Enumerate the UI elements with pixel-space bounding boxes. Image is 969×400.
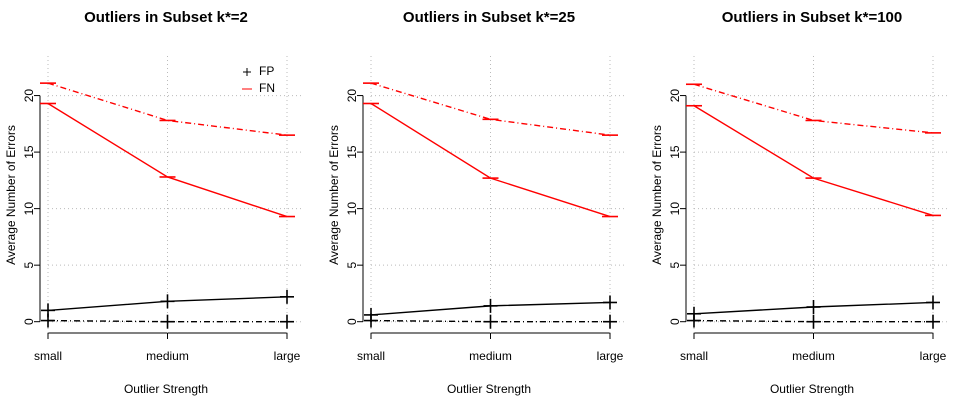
chart-title: Outliers in Subset k*=100	[722, 9, 903, 26]
point-marker	[483, 314, 498, 329]
point-marker	[41, 313, 55, 328]
x-tick-label: medium	[469, 349, 512, 363]
x-tick-label: medium	[792, 349, 835, 363]
y-tick-label: 15	[22, 145, 36, 159]
y-axis-title: Average Number of Errors	[327, 125, 341, 265]
y-tick-label: 10	[668, 202, 682, 216]
y-tick-label: 5	[345, 262, 359, 269]
y-tick-label: 20	[345, 89, 359, 103]
y-tick-label: 10	[22, 202, 36, 216]
series-line	[693, 83, 934, 134]
point-marker	[280, 314, 294, 329]
point-marker	[160, 294, 175, 309]
x-tick-label: large	[274, 349, 301, 363]
y-tick-label: 0	[345, 318, 359, 325]
point-marker	[603, 295, 617, 310]
x-axis-title: Outlier Strength	[447, 382, 531, 396]
legend-label: FN	[259, 81, 275, 95]
chart-title: Outliers in Subset k*=25	[403, 9, 575, 26]
point-marker	[806, 314, 821, 329]
point-marker	[687, 313, 701, 328]
y-axis-title: Average Number of Errors	[650, 125, 664, 265]
x-tick-label: large	[920, 349, 947, 363]
point-marker	[483, 298, 498, 313]
point-marker	[603, 314, 617, 329]
x-tick-label: large	[597, 349, 624, 363]
y-tick-label: 10	[345, 202, 359, 216]
y-tick-label: 15	[345, 145, 359, 159]
y-tick-label: 0	[22, 318, 36, 325]
x-axis-title: Outlier Strength	[770, 382, 854, 396]
point-marker	[806, 299, 821, 314]
x-tick-label: small	[357, 349, 385, 363]
point-marker	[926, 314, 940, 329]
y-tick-label: 20	[22, 89, 36, 103]
x-axis-title: Outlier Strength	[124, 382, 208, 396]
point-marker	[364, 313, 378, 328]
y-tick-label: 15	[668, 145, 682, 159]
series-line	[370, 82, 611, 136]
x-tick-label: small	[34, 349, 62, 363]
chart-title: Outliers in Subset k*=2	[84, 9, 248, 26]
legend-label: FP	[259, 64, 274, 78]
x-tick-label: medium	[146, 349, 189, 363]
point-marker	[926, 295, 940, 310]
y-tick-label: 20	[668, 89, 682, 103]
point-marker	[160, 314, 175, 329]
point-marker	[280, 289, 294, 304]
y-tick-label: 5	[22, 262, 36, 269]
y-axis-title: Average Number of Errors	[4, 125, 18, 265]
y-tick-label: 0	[668, 318, 682, 325]
series-line	[47, 82, 288, 136]
x-tick-label: small	[680, 349, 708, 363]
y-tick-label: 5	[668, 262, 682, 269]
